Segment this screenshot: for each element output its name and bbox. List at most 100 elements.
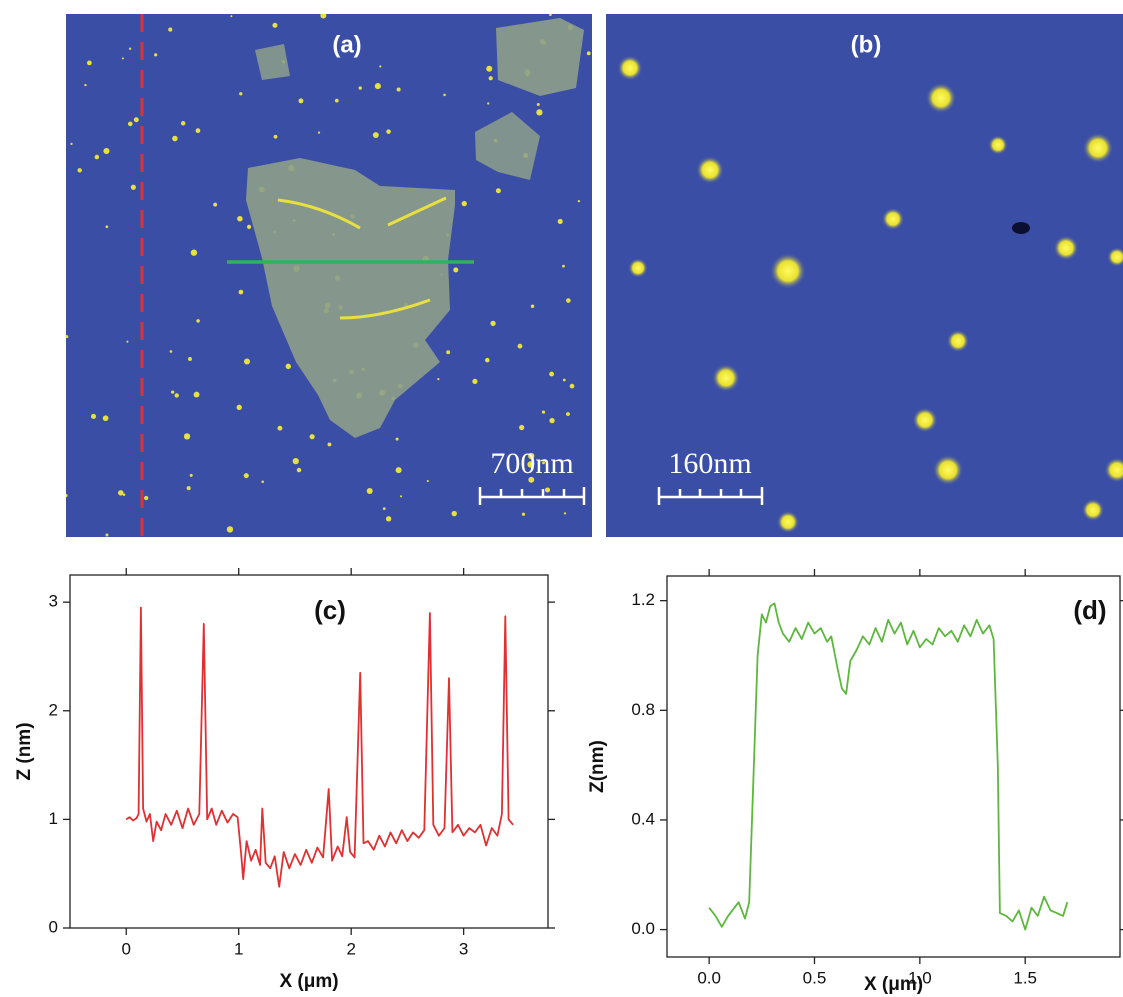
y-tick-label: 0.0 (631, 919, 655, 938)
x-tick-label: 1.5 (1013, 968, 1037, 987)
particle (946, 329, 970, 353)
particle (485, 357, 490, 363)
particle (230, 15, 233, 18)
particle (542, 461, 545, 465)
particle (236, 404, 242, 410)
y-tick-label: 2 (49, 700, 58, 719)
graphene-flake (496, 18, 584, 96)
particle (86, 60, 92, 66)
y-axis-title: Z(nm) (587, 740, 608, 793)
particle (309, 434, 315, 440)
x-axis-title: X (μm) (864, 974, 923, 995)
particle (261, 480, 264, 483)
particle (453, 267, 459, 273)
particle (1053, 235, 1079, 261)
particle (545, 487, 551, 493)
particle (190, 249, 198, 256)
particle (451, 510, 457, 517)
particle (569, 383, 575, 389)
charts: 0 1 2 3 0 1 2 3 (c) X (μm) Z (nm) 0.0 0.5 1.0 1.5 0.0 0.… (14, 568, 1123, 995)
graphene-flake (475, 112, 540, 180)
particle (617, 55, 643, 81)
particle (696, 156, 724, 184)
image-background (606, 14, 1123, 537)
y-tick-label: 1 (49, 809, 58, 828)
particle (521, 512, 526, 516)
particle (1107, 247, 1123, 267)
particle (562, 264, 565, 268)
particle (195, 128, 201, 134)
particle (881, 207, 905, 231)
particle (486, 65, 493, 72)
particle (196, 319, 200, 323)
particle (118, 490, 124, 496)
particle (77, 168, 82, 173)
particle (238, 289, 244, 295)
particle (358, 86, 362, 90)
particle (536, 109, 543, 116)
particle (193, 391, 200, 398)
particle (128, 47, 132, 50)
particle (628, 258, 648, 278)
particle (66, 335, 69, 339)
particle (517, 343, 523, 349)
x-tick-label: 0 (122, 939, 131, 958)
particle (90, 413, 97, 419)
particle (186, 486, 191, 491)
scale-bar-label: 700nm (490, 447, 573, 480)
plot-frame (666, 575, 1121, 958)
particle (549, 371, 555, 377)
particle (127, 121, 133, 127)
graphene-flake (246, 158, 455, 438)
particle (527, 461, 534, 468)
particle (121, 57, 124, 60)
particle (272, 22, 278, 28)
particle (395, 467, 402, 474)
particle (243, 358, 251, 365)
particles (617, 55, 1123, 534)
particle (912, 407, 938, 433)
x-tick-label: 0.0 (697, 968, 721, 987)
particle (327, 442, 332, 447)
particle (226, 526, 234, 533)
image-label: (a) (332, 31, 361, 58)
particle (246, 224, 252, 229)
y-tick-label: 0 (49, 917, 58, 936)
particle (385, 516, 392, 522)
y-tick-label: 0.4 (631, 809, 655, 828)
afm-image-b: (b) 160nm (606, 14, 1123, 537)
particle (1104, 457, 1123, 483)
particle (495, 188, 501, 194)
particle (366, 487, 373, 494)
particle (437, 377, 440, 381)
particle (487, 102, 490, 105)
particle (172, 135, 178, 142)
particle (528, 452, 535, 460)
particle (472, 378, 478, 385)
particle (126, 340, 129, 343)
panel-label: (c) (314, 595, 346, 625)
particle (776, 510, 800, 534)
x-axis-title: X (μm) (279, 971, 338, 992)
particle (549, 14, 552, 16)
particle (103, 147, 110, 155)
particle (105, 533, 109, 537)
particle (530, 304, 535, 309)
particle (105, 225, 109, 229)
x-tick-label: 3 (459, 939, 468, 958)
panel-label: (d) (1073, 595, 1106, 625)
y-tick-label: 0.8 (631, 700, 655, 719)
particle (183, 433, 191, 440)
particle (168, 27, 173, 32)
particle (292, 458, 299, 465)
particle (490, 320, 496, 327)
particle (174, 393, 179, 398)
particle (94, 154, 100, 160)
particle (84, 83, 87, 87)
particle (334, 98, 339, 103)
particle (549, 417, 555, 424)
particle (189, 473, 193, 477)
fold-line (277, 196, 447, 320)
particle (239, 92, 243, 96)
